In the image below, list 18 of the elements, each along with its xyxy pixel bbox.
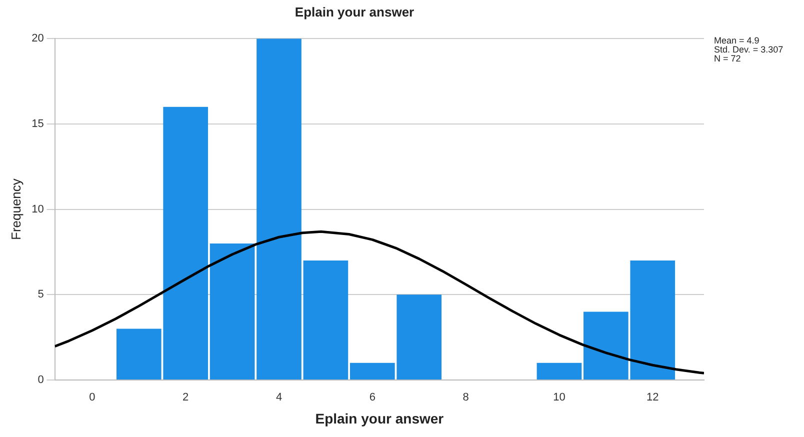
y-tick-label: 20 xyxy=(32,32,44,45)
y-tick-label: 0 xyxy=(38,374,44,386)
y-tick-label: 10 xyxy=(32,203,44,216)
x-tick-label: 2 xyxy=(182,392,189,404)
x-tick-label: 0 xyxy=(89,392,96,404)
x-tick-label: 10 xyxy=(553,392,566,404)
x-tick-label: 8 xyxy=(462,392,469,404)
text: N = 72 xyxy=(714,54,741,64)
y-tick-label: 15 xyxy=(32,118,44,130)
y-tick-label: 5 xyxy=(38,288,44,301)
x-axis-title: Eplain your answer xyxy=(315,410,444,426)
x-tick-label: 4 xyxy=(276,392,282,404)
x-tick-label: 12 xyxy=(646,392,659,404)
text: Mean = 4.9 xyxy=(714,36,760,46)
text: Std. Dev. = 3.307 xyxy=(714,44,784,55)
chart-title: Eplain your answer xyxy=(294,4,414,20)
x-tick-label: 6 xyxy=(369,392,376,404)
y-axis-title: Frequency xyxy=(8,178,24,240)
